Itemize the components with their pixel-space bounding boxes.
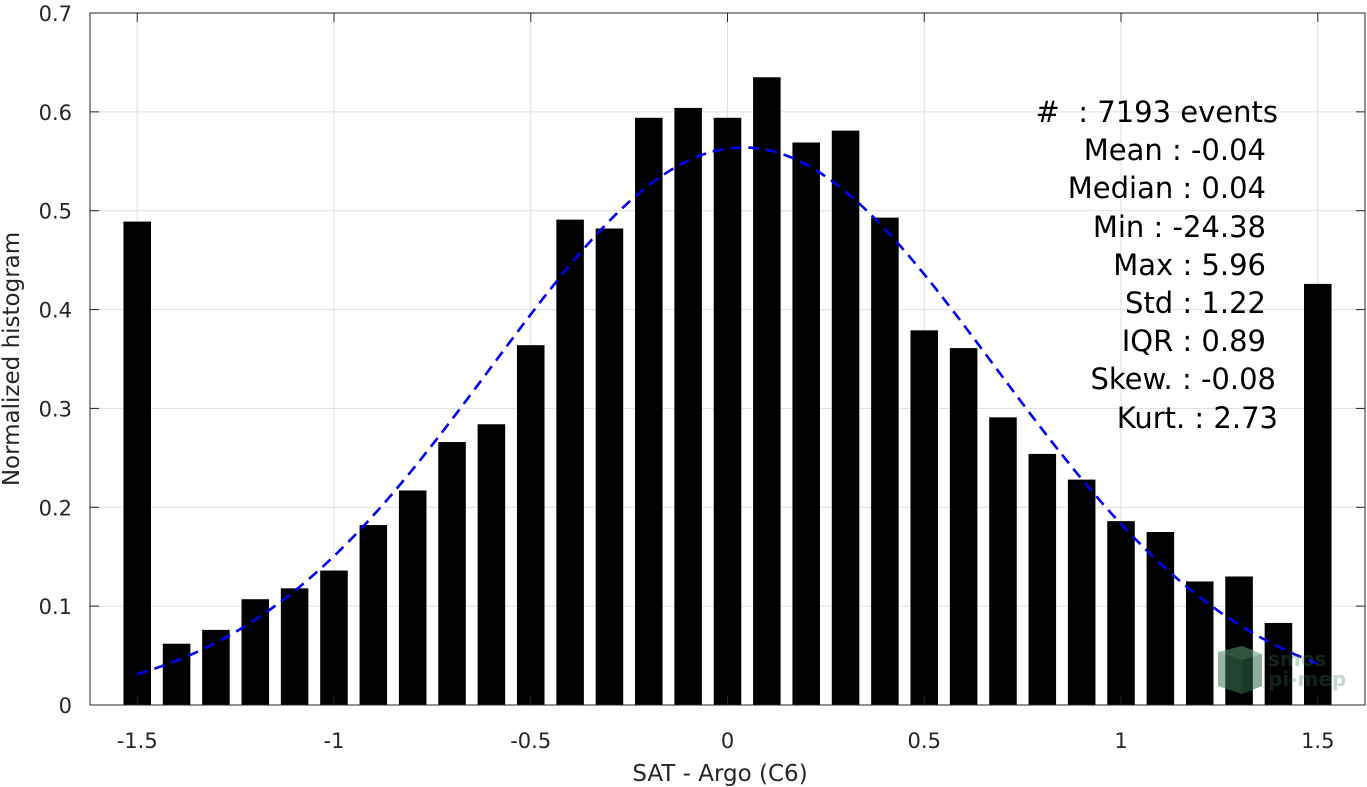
histogram-bar [359, 525, 388, 705]
histogram-bar [595, 228, 624, 705]
x-tick-label-2: -0.5 [510, 729, 551, 753]
histogram-bar [438, 442, 466, 705]
histogram-bar [516, 345, 545, 705]
x-tick-label-1: -1 [324, 729, 345, 753]
x-tick-label-3: 0 [721, 729, 734, 753]
histogram-bar [949, 348, 978, 705]
x-tick-label-5: 1 [1114, 729, 1127, 753]
histogram-bar [1304, 283, 1332, 705]
histogram-bar [1264, 622, 1293, 705]
stats-line-median: Median : 0.04 [1068, 171, 1266, 205]
histogram-bar [123, 221, 151, 706]
histogram-bar [556, 219, 584, 705]
histogram-bar [674, 107, 702, 706]
x-tick-label-6: 1.5 [1301, 729, 1334, 753]
histogram-bar [635, 117, 663, 705]
histogram-bar [162, 643, 191, 705]
stats-line-max: Max : 5.96 [1113, 248, 1266, 282]
y-tick-label-3: 0.3 [39, 397, 72, 421]
stats-line-min: Min : -24.38 [1093, 210, 1266, 244]
stats-line-std: Std : 1.22 [1125, 286, 1266, 320]
histogram-bar [477, 424, 506, 705]
y-tick-label-5: 0.5 [39, 200, 72, 224]
y-tick-label-0: 0 [59, 694, 72, 718]
histogram-bar [241, 599, 270, 705]
y-tick-label-2: 0.2 [39, 496, 72, 520]
logo-text-line2: pi-mep [1268, 667, 1346, 691]
histogram-bar [398, 490, 427, 705]
y-tick-label-4: 0.4 [39, 299, 72, 323]
x-axis-label: SAT - Argo (C6) [632, 761, 807, 787]
y-axis-label: Normalized histogram [0, 232, 25, 486]
histogram-bar [202, 629, 230, 705]
histogram-bar [871, 217, 899, 706]
histogram-bar [753, 77, 781, 705]
histogram-bar [1107, 521, 1135, 705]
logo-text-line1: smos [1268, 647, 1326, 671]
stats-line-iqr: IQR : 0.89 [1122, 324, 1266, 358]
y-tick-label-7: 0.7 [39, 2, 72, 26]
stats-line-kurt: Kurt. : 2.73 [1117, 401, 1278, 435]
histogram-bar [831, 130, 860, 705]
histogram-bar [1146, 532, 1175, 705]
stats-annotation: # : 7193 events Mean : -0.04 Median : 0.… [1036, 95, 1278, 435]
histogram-bar [280, 588, 309, 705]
histogram-bars [123, 77, 1332, 706]
stats-line-mean: Mean : -0.04 [1084, 133, 1266, 167]
y-tick-label-1: 0.1 [39, 595, 72, 619]
stats-line-skew: Skew. : -0.08 [1090, 362, 1276, 396]
histogram-bar [320, 570, 348, 705]
stats-line-events: # : 7193 events [1036, 95, 1278, 129]
histogram-bar [792, 142, 820, 705]
gaussian-fit-curve [136, 146, 1319, 676]
histogram-bar [1028, 453, 1057, 705]
histogram-bar [989, 417, 1017, 705]
axis-ticks [90, 12, 1365, 706]
histogram-bar [713, 117, 742, 705]
y-tick-labels: 0 0.1 0.2 0.3 0.4 0.5 0.6 0.7 [39, 2, 72, 718]
histogram-bar [910, 330, 939, 705]
x-tick-labels: -1.5 -1 -0.5 0 0.5 1 1.5 [117, 729, 1335, 753]
y-tick-label-6: 0.6 [39, 101, 72, 125]
histogram-bar [1185, 581, 1214, 705]
histogram-bar [1067, 479, 1096, 705]
logo-cube-icon [1218, 646, 1262, 694]
x-tick-label-0: -1.5 [117, 729, 158, 753]
smos-pimep-logo: smos pi-mep [1218, 646, 1346, 694]
x-tick-label-4: 0.5 [908, 729, 941, 753]
